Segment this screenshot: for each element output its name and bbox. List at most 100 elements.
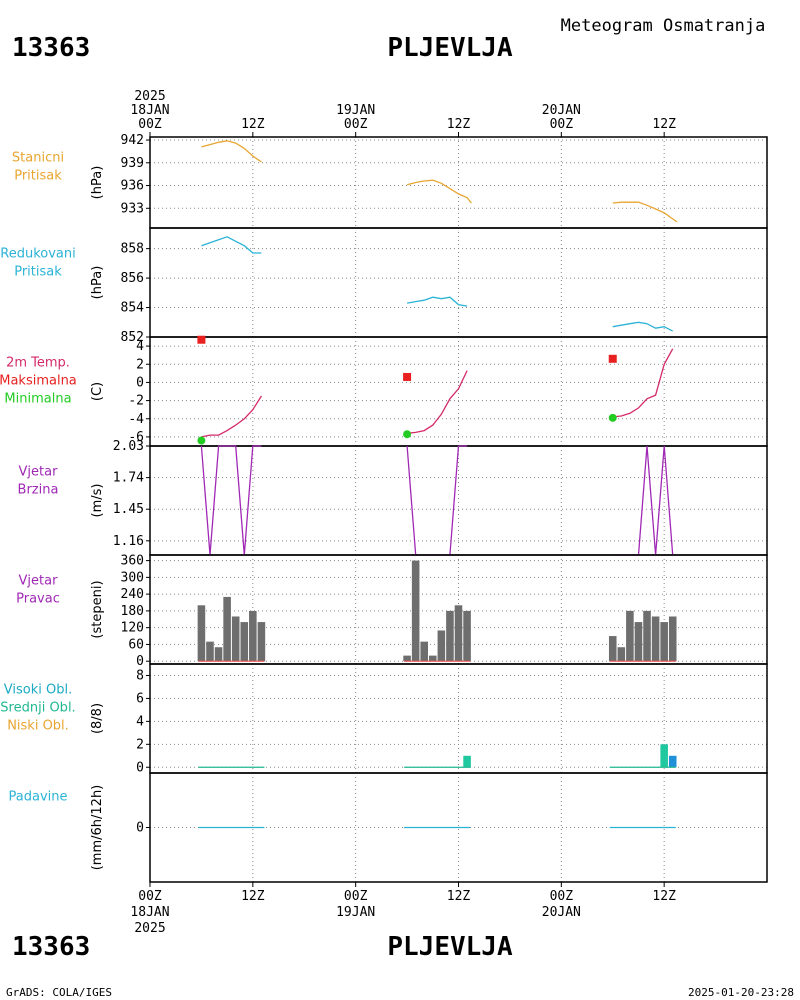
y-tick-label: 4	[136, 339, 144, 354]
bar	[668, 616, 677, 662]
top-time-label: 12Z	[652, 117, 676, 132]
chart-title: Meteogram Osmatranja	[561, 16, 766, 36]
panel-reduced-pressure: 858 856 854 852 Redukovani Pritisak (hPa)	[0, 227, 768, 345]
y-tick-label: 0	[136, 760, 144, 775]
series-line	[612, 201, 678, 223]
bar	[643, 610, 651, 662]
y-tick-label: 4	[136, 714, 144, 729]
bar	[454, 605, 463, 662]
top-time-label: 2025	[134, 89, 165, 104]
bar	[223, 596, 231, 662]
series-line	[406, 179, 472, 204]
bar	[197, 605, 206, 662]
series-line	[200, 445, 262, 556]
y-tick-label: 2	[136, 357, 144, 372]
y-tick-label: -6	[128, 430, 144, 445]
header-station-id: 13363	[12, 33, 90, 63]
y-tick-label: 2.03	[113, 439, 144, 454]
y-tick-label: -4	[128, 412, 144, 427]
panel-wind-speed: 2.03 1.74 1.45 1.16 Vjetar Brzina (m/s)	[18, 439, 768, 556]
series-label: Vjetar	[19, 464, 59, 479]
footer-credit: GrADS: COLA/IGES	[6, 986, 112, 999]
bottom-time-label: 12Z	[447, 889, 471, 904]
bar	[651, 616, 660, 662]
bar	[420, 641, 429, 662]
y-tick-label: 0	[136, 654, 144, 669]
series-label: Stanicni	[12, 151, 64, 166]
bar	[634, 622, 643, 662]
bar	[660, 622, 668, 662]
bar	[463, 610, 471, 662]
bottom-time-label: 19JAN	[336, 905, 375, 920]
bar	[411, 560, 420, 662]
min-temp-marker	[403, 430, 412, 439]
bar	[668, 755, 677, 768]
y-tick-label: 939	[121, 156, 144, 171]
series-label: Visoki Obl.	[4, 682, 72, 697]
series-line	[612, 321, 673, 332]
y-tick-label: 933	[121, 201, 144, 216]
top-time-label: 20JAN	[542, 103, 581, 118]
series-line	[407, 370, 468, 434]
y-tick-label: 2	[136, 737, 144, 752]
y-tick-label: 120	[121, 621, 144, 636]
bar	[206, 641, 214, 662]
y-tick-label: 852	[121, 330, 144, 345]
y-tick-label: 942	[121, 133, 144, 148]
panel-cloud-cover: 8 6 4 2 0 Visoki Obl. Srednji Obl. Niski Obl. (8…	[0, 663, 768, 775]
y-axis-unit: (hPa)	[90, 166, 105, 200]
y-tick-label: 936	[121, 179, 144, 194]
bar	[446, 610, 454, 662]
y-axis-unit: (8/8)	[90, 703, 105, 734]
top-time-label: 18JAN	[130, 103, 169, 118]
y-tick-label: 60	[128, 637, 144, 652]
y-axis-unit: (m/s)	[90, 484, 105, 518]
bar	[463, 755, 471, 768]
max-temp-marker	[197, 335, 206, 344]
y-tick-label: 300	[121, 570, 144, 585]
y-axis-unit: (stepeni)	[90, 580, 105, 638]
y-tick-label: 0	[136, 375, 144, 390]
y-axis-unit: (C)	[90, 382, 105, 401]
y-tick-label: 360	[121, 554, 144, 569]
series-label: Minimalna	[4, 391, 71, 406]
bottom-time-label: 00Z	[344, 889, 368, 904]
min-temp-marker	[197, 436, 206, 445]
series-label: Brzina	[18, 482, 59, 497]
series-label: Vjetar	[19, 573, 59, 588]
bottom-time-label: 2025	[134, 921, 165, 936]
bottom-time-label: 00Z	[550, 889, 574, 904]
y-tick-label: 0	[136, 821, 144, 836]
panel-frame	[149, 136, 768, 229]
series-label: Niski Obl.	[7, 718, 69, 733]
panel-station-pressure: 942 939 936 933 Stanicni Pritisak (hPa)	[12, 133, 768, 229]
series-line	[201, 140, 262, 163]
min-temp-marker	[608, 413, 617, 422]
y-tick-label: -2	[128, 394, 144, 409]
series-line	[201, 395, 262, 438]
top-time-label: 00Z	[550, 117, 574, 132]
series-label: Maksimalna	[0, 373, 77, 388]
bar	[403, 655, 411, 662]
series-label: 2m Temp.	[6, 355, 70, 370]
series-label: Pravac	[16, 591, 60, 606]
panel-temperature: 4 2 0 -2 -4 -6 2m Temp. Maksimalna Minimalna (C)	[0, 335, 768, 447]
bottom-time-label: 12Z	[241, 889, 265, 904]
bar	[257, 622, 266, 662]
y-tick-label: 6	[136, 691, 144, 706]
header-station-name: PLJEVLJA	[387, 33, 513, 63]
y-tick-label: 1.74	[113, 471, 144, 486]
y-tick-label: 240	[121, 587, 144, 602]
panel-precipitation: 0 Padavine (mm/6h/12h)	[9, 772, 768, 883]
bar	[660, 744, 668, 768]
top-time-label: 12Z	[241, 117, 265, 132]
series-label: Srednji Obl.	[0, 700, 75, 715]
y-tick-label: 856	[121, 271, 144, 286]
y-tick-label: 858	[121, 242, 144, 257]
bar	[429, 655, 437, 662]
bar	[617, 647, 626, 662]
